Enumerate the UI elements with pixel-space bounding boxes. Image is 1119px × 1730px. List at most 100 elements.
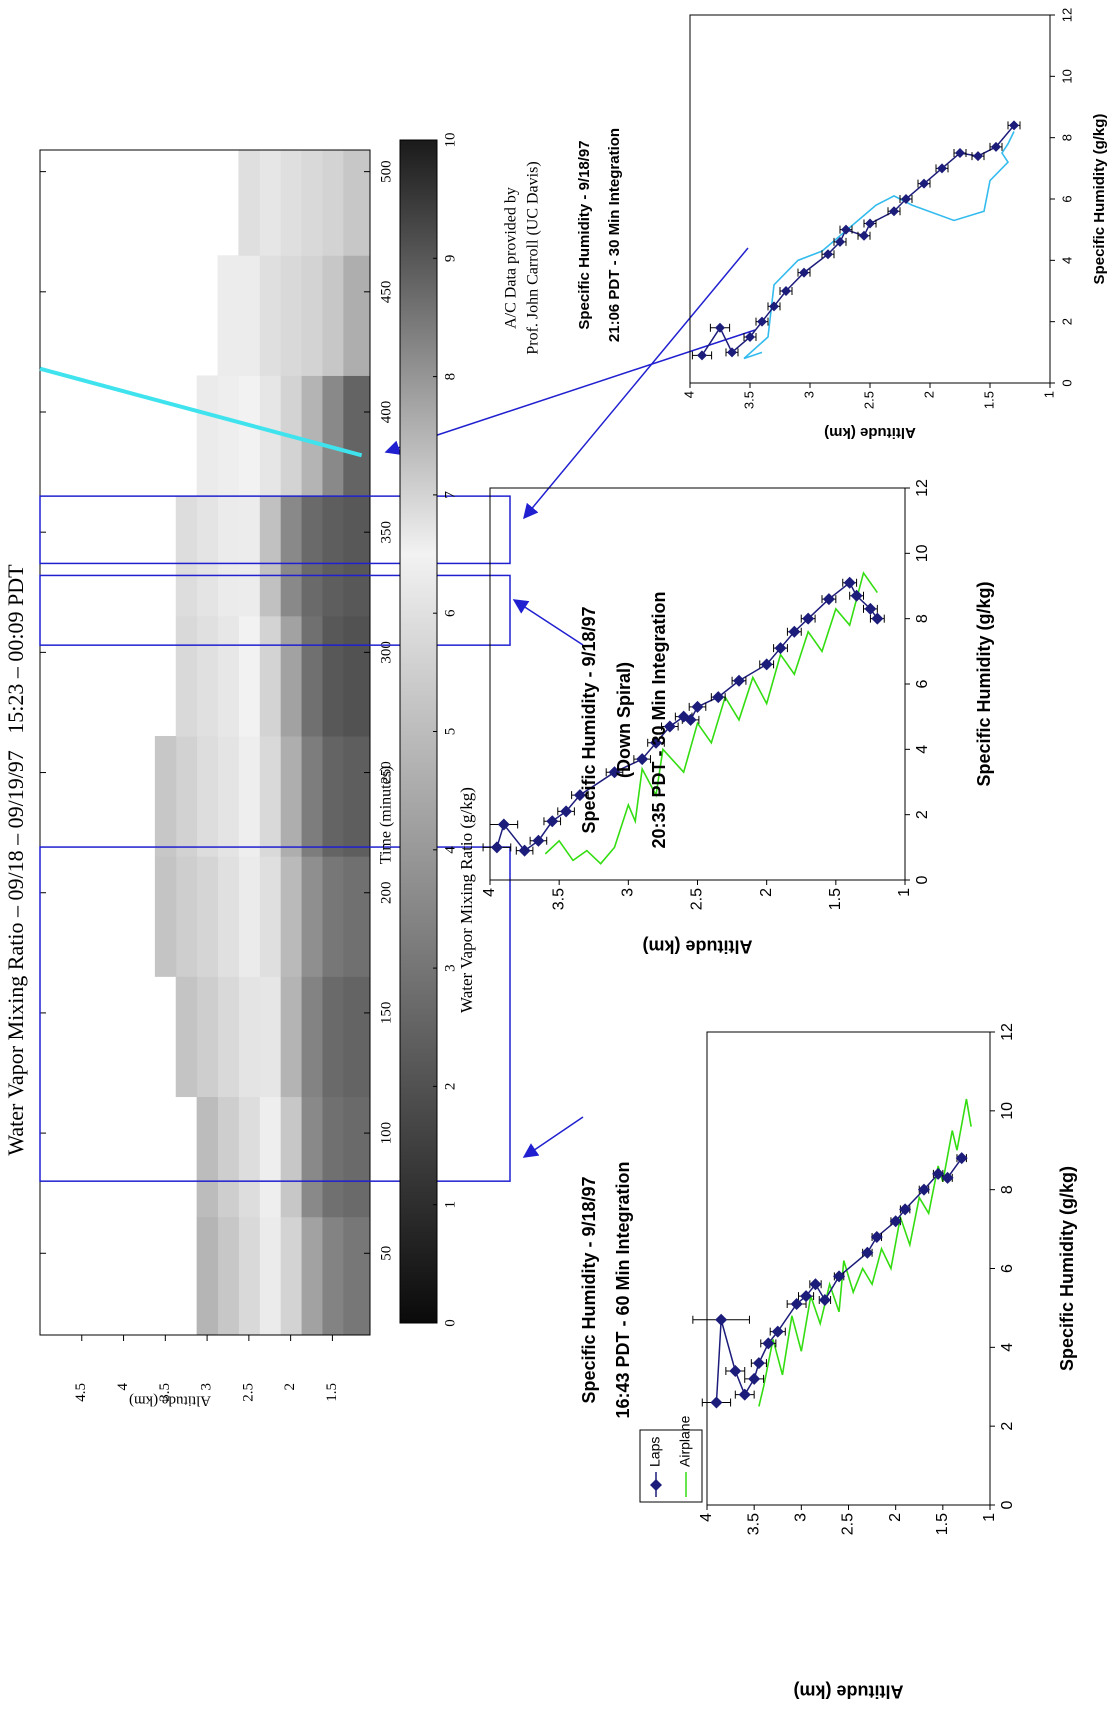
chart-title: 16:43 PDT - 60 Min Integration — [613, 1161, 633, 1418]
data-point — [752, 1357, 765, 1370]
colorbar-tick-label: 4 — [442, 846, 458, 854]
data-point — [781, 286, 791, 296]
x-tick-label: 8 — [999, 1185, 1016, 1194]
heatmap-cell — [217, 1096, 239, 1218]
heatmap-cell — [321, 1096, 344, 1218]
x-tick-label: 4 — [1059, 257, 1074, 264]
heatmap-cell — [301, 1096, 323, 1218]
x-tick-label: 0 — [1059, 379, 1074, 386]
y-tick-label: 4 — [115, 1383, 131, 1391]
data-point — [841, 224, 851, 235]
heatmap-cell — [217, 1216, 239, 1335]
data-point — [802, 612, 815, 625]
heatmap-cell — [259, 1096, 281, 1218]
heatmap-cell — [259, 615, 281, 737]
data-point — [650, 736, 662, 749]
y-tick-label: 4 — [698, 1513, 715, 1522]
data-point — [729, 1364, 742, 1377]
heatmap-cell — [301, 150, 323, 256]
series-line — [758, 1098, 972, 1407]
y-axis-label: Altitude (km) — [129, 1393, 211, 1409]
data-point — [901, 194, 911, 204]
y-tick-label: 3.5 — [741, 391, 756, 409]
colorbar-tick-label: 1 — [442, 1201, 458, 1209]
annotation: A/C Data provided by — [503, 187, 520, 329]
heatmap-cell — [259, 1216, 281, 1335]
data-point — [760, 658, 773, 671]
heatmap-cell — [321, 375, 344, 497]
heatmap-cell — [259, 976, 281, 1098]
heatmap-cell — [238, 495, 260, 617]
y-tick-label: 2.5 — [840, 1513, 857, 1535]
x-tick-label: 8 — [914, 614, 931, 623]
data-point — [490, 841, 503, 854]
x-tick-label: 350 — [378, 521, 394, 544]
arrows — [384, 247, 756, 1158]
heatmap-cell — [342, 1096, 370, 1218]
y-axis-label: Altitude (km) — [793, 1681, 903, 1701]
y-tick-label: 3.5 — [157, 1383, 173, 1402]
chart-title: 20:35 PDT - 30 Min Integration — [649, 591, 669, 848]
heatmap-cell — [238, 1096, 260, 1218]
y-tick-label: 2 — [282, 1383, 298, 1391]
data-point — [774, 642, 787, 655]
data-point — [608, 766, 621, 779]
heatmap-cell — [301, 735, 323, 857]
x-tick-label: 6 — [1059, 195, 1074, 202]
heatmap-cell — [217, 976, 239, 1098]
data-point — [818, 1294, 831, 1307]
heatmap-cell — [259, 735, 281, 857]
heatmap-cell — [238, 976, 260, 1098]
data-point — [560, 805, 573, 818]
data-point — [573, 789, 586, 802]
arrow — [384, 329, 756, 455]
heatmap-cell — [196, 1096, 219, 1218]
y-tick-label: 2 — [921, 391, 936, 398]
x-tick-label: 50 — [378, 1246, 394, 1261]
data-point — [919, 178, 929, 189]
heatmap-cell — [342, 375, 370, 497]
heatmap-cell — [280, 1096, 302, 1218]
heatmap-cell — [301, 976, 323, 1098]
y-tick-label: 2 — [758, 888, 775, 897]
heatmap-cell — [217, 375, 239, 497]
heatmap-cell — [321, 255, 344, 376]
y-tick-label: 2 — [887, 1513, 904, 1522]
y-tick-label: 3 — [199, 1383, 215, 1391]
landscape-figure: 501001502002503003504004505001.522.533.5… — [3, 8, 1108, 1701]
y-tick-label: 2.5 — [861, 391, 876, 409]
heatmap-cell — [301, 615, 323, 737]
x-tick-label: 10 — [914, 544, 931, 562]
data-point — [800, 1290, 813, 1303]
heatmap-cell — [238, 615, 260, 737]
heatmap-cell — [238, 375, 260, 497]
data-point — [937, 163, 947, 174]
x-tick-label: 250 — [378, 761, 394, 784]
x-tick-label: 0 — [914, 875, 931, 884]
heatmap-cell — [321, 856, 344, 977]
heatmap-cell — [196, 735, 219, 857]
x-tick-label: 4 — [914, 745, 931, 754]
x-axis-label: Time (minutes) — [378, 766, 395, 865]
x-tick-label: 12 — [1059, 8, 1074, 22]
heatmap-cell — [301, 856, 323, 977]
data-point — [850, 589, 863, 602]
heatmap-cell — [154, 735, 177, 857]
x-tick-label: 100 — [378, 1122, 394, 1145]
heatmap-cell — [342, 495, 370, 617]
data-point — [991, 141, 1001, 152]
y-tick-label: 3.5 — [550, 888, 567, 910]
x-tick-label: 8 — [1059, 134, 1074, 141]
y-tick-label: 3 — [801, 391, 816, 398]
data-point — [745, 332, 755, 342]
x-tick-label: 6 — [999, 1264, 1016, 1273]
x-tick-label: 400 — [378, 401, 394, 424]
heatmap-cell — [217, 615, 239, 737]
colorbar-tick-label: 8 — [442, 373, 458, 381]
data-point — [955, 148, 965, 158]
colorbar-tick-label: 2 — [442, 1083, 458, 1091]
time-window — [39, 574, 511, 646]
legend-marker — [650, 1479, 662, 1491]
